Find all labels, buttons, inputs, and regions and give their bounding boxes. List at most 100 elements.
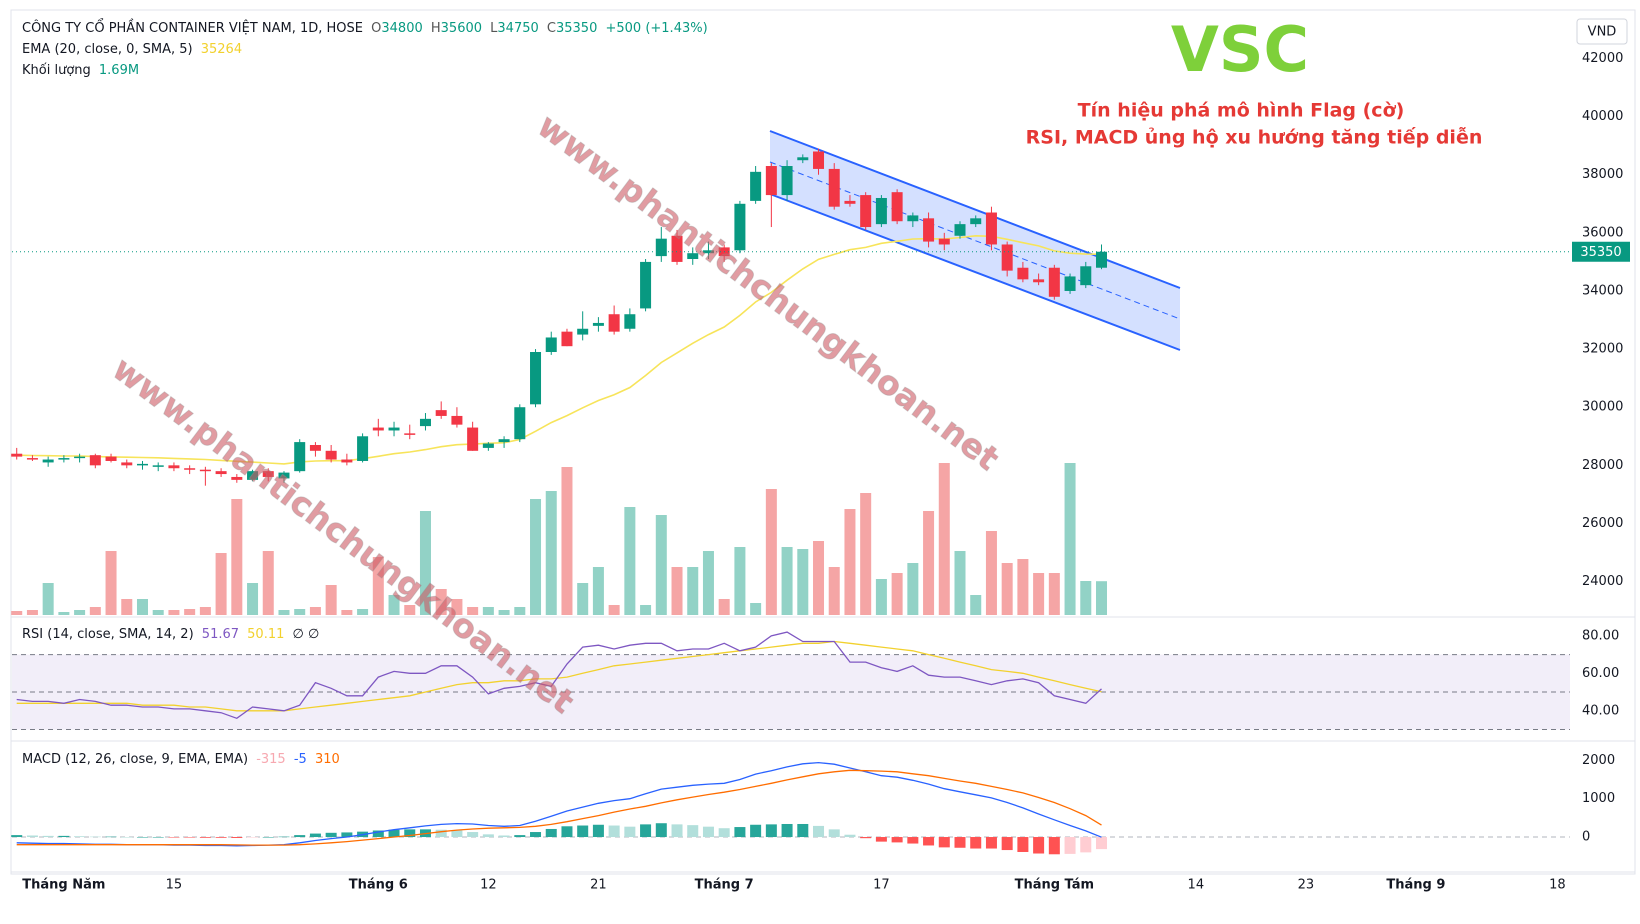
rsi-label: RSI (14, close, SMA, 14, 2) (22, 627, 194, 642)
volume-bar (74, 610, 86, 615)
candle-body (1095, 251, 1108, 268)
candle-body (136, 463, 148, 466)
instrument-title: CÔNG TY CỔ PHẦN CONTAINER VIỆT NAM, 1D, … (22, 21, 363, 36)
open-value: 34800 (381, 21, 423, 36)
macd-hist-bar (813, 825, 825, 838)
candle-body (577, 328, 589, 335)
price-tick-label: 40000 (1582, 109, 1623, 124)
x-tick-label: 17 (873, 878, 890, 893)
price-tick-label: 32000 (1582, 342, 1623, 357)
rsi-sma-value: 50.11 (247, 627, 285, 642)
candle-body (58, 458, 70, 460)
candle-body (309, 444, 321, 451)
volume-bar (781, 547, 793, 615)
ema-value: 35264 (200, 42, 243, 57)
last-price-label: 35350 (1580, 245, 1621, 260)
candle-body (828, 168, 840, 207)
candle-body (482, 443, 494, 448)
x-tick-label: Tháng Năm (22, 878, 105, 893)
price-tick-label: 36000 (1582, 225, 1623, 240)
ohlc-letter: C (546, 21, 556, 36)
rsi-tick-label: 60.00 (1582, 666, 1619, 681)
channel-upper (769, 130, 1181, 289)
volume-bar (1064, 463, 1076, 615)
volume-bar (702, 551, 714, 615)
volume-bar (608, 605, 620, 615)
macd-hist-bar (199, 837, 211, 838)
volume-bar (718, 599, 730, 615)
candle-body (341, 459, 353, 463)
volume-bar (1048, 573, 1060, 615)
volume-bar (514, 607, 526, 615)
candle-body (875, 197, 887, 225)
volume-bar (970, 595, 982, 615)
candle-body (388, 427, 400, 431)
macd-hist-bar (278, 836, 290, 838)
candle-body (262, 471, 274, 477)
candle-body (11, 453, 23, 457)
macd-hist-bar (467, 832, 479, 838)
candle-body (592, 322, 604, 326)
macd-hist-bar (1080, 837, 1092, 853)
price-tick-label: 26000 (1582, 516, 1623, 531)
candle-body (404, 433, 416, 435)
volume-bar (923, 511, 935, 615)
candle-body (687, 253, 699, 260)
volume-bar (388, 595, 400, 615)
macd-hist-bar (938, 837, 950, 848)
volume-bar (577, 583, 589, 615)
volume-bar (671, 567, 683, 615)
volume-bar (215, 553, 227, 615)
macd-hist-bar (828, 829, 840, 838)
macd-hist-bar (844, 834, 856, 838)
volume-bar (419, 511, 431, 615)
candle-body (278, 472, 290, 479)
macd-hist-bar (89, 836, 101, 838)
macd-hist-bar (341, 832, 353, 838)
macd-hist-bar (1017, 837, 1029, 852)
macd-hist-bar (184, 837, 196, 838)
x-tick-label: Tháng 6 (349, 878, 408, 893)
candle-body (797, 157, 809, 161)
volume-bar (530, 499, 542, 615)
volume-bar (813, 541, 825, 615)
macd-hist-bar (1048, 837, 1060, 855)
volume-bar (765, 489, 777, 615)
volume-bar (451, 599, 463, 615)
candle-body (121, 462, 133, 466)
candle-body (860, 195, 872, 228)
macd-hist-bar (262, 837, 274, 838)
macd-hist-bar (231, 837, 243, 838)
volume-bar (341, 610, 353, 615)
macd-hist-bar (1095, 837, 1108, 850)
price-tick-label: 42000 (1582, 51, 1623, 66)
macd-tick-label: 0 (1582, 830, 1590, 845)
volume-value: 1.69M (98, 63, 140, 78)
x-tick-label: 15 (166, 878, 183, 893)
macd-hist-bar (640, 824, 652, 838)
rsi-tick-label: 40.00 (1582, 703, 1619, 718)
macd-hist-bar (498, 835, 510, 838)
volume-bar (435, 589, 447, 615)
candle-body (215, 471, 227, 475)
price-tick-label: 30000 (1582, 400, 1623, 415)
candle-body (907, 215, 919, 222)
volume-bar (26, 610, 38, 615)
candle-body (1017, 267, 1029, 280)
macd-label: MACD (12, 26, close, 9, EMA, EMA) (22, 752, 249, 767)
candle-body (813, 151, 825, 169)
chart-border (10, 9, 1636, 875)
macd-hist-bar (797, 823, 809, 838)
volume-bar (58, 612, 70, 615)
macd-hist-bar (718, 828, 730, 838)
close-value: 35350 (555, 21, 598, 36)
ohlc-letter: O (371, 21, 382, 36)
volume-bar (11, 611, 23, 615)
macd-hist-bar (592, 824, 604, 838)
candle-body (105, 456, 117, 461)
x-tick-label: Tháng Tám (1015, 878, 1095, 893)
candle-body (419, 418, 431, 427)
x-tick-label: 21 (590, 878, 607, 893)
rsi-tick-label: 80.00 (1582, 628, 1619, 643)
last-price-box (1572, 241, 1630, 262)
